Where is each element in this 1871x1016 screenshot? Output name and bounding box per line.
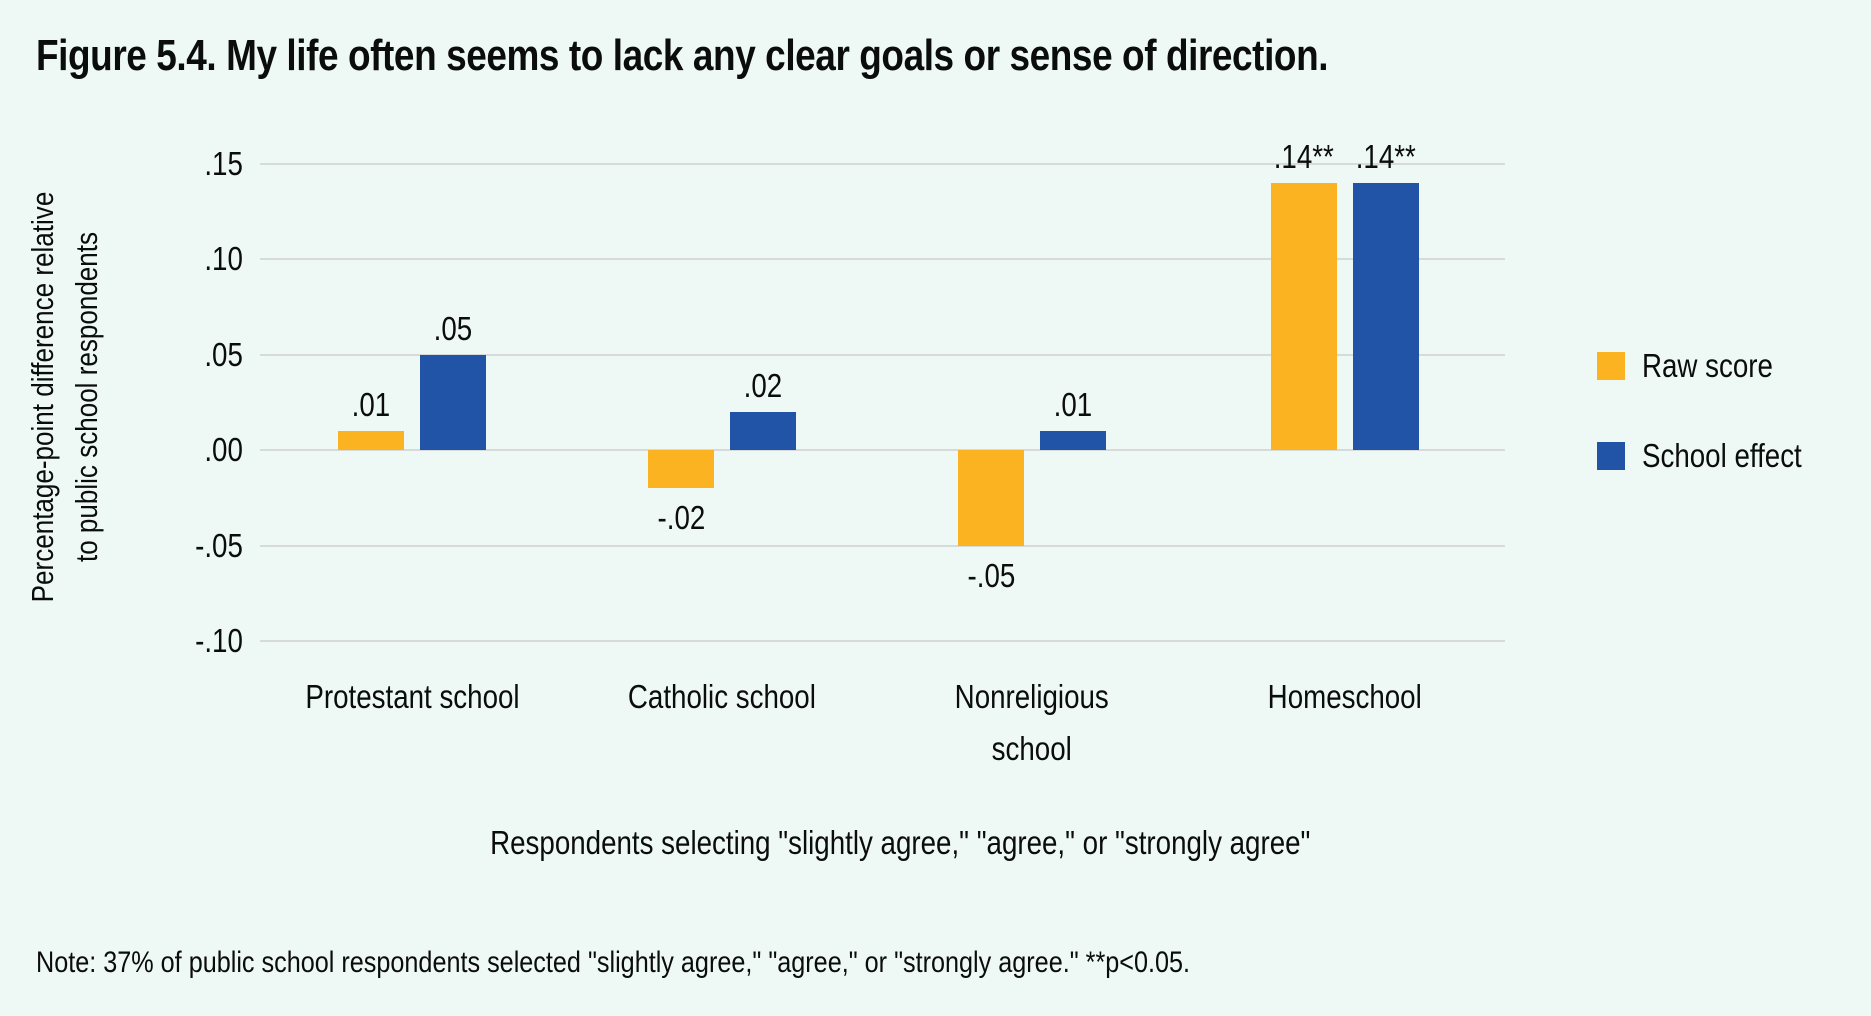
value-label-school-effect-3: .01 <box>993 385 1153 425</box>
y-tick--.05: -.05 <box>63 526 243 566</box>
gridline--.10 <box>260 640 1505 642</box>
y-tick-label: .10 <box>204 240 243 277</box>
legend-swatch-raw-score <box>1597 352 1625 380</box>
value-label-raw-score-2-text: -.02 <box>657 499 705 537</box>
bar-raw-score-3 <box>958 450 1024 546</box>
value-label-school-effect-1-text: .05 <box>433 309 473 347</box>
y-axis-label-line1: Percentage-point difference relative <box>25 191 60 603</box>
y-tick-.15: .15 <box>63 144 243 184</box>
x-axis-caption: Respondents selecting "slightly agree," … <box>489 824 1311 861</box>
legend-swatch-school-effect <box>1597 442 1625 470</box>
x-category-3-text: Nonreligious school <box>954 678 1110 767</box>
value-label-school-effect-2: .02 <box>683 366 843 406</box>
chart-title: Figure 5.4. My life often seems to lack … <box>36 31 1329 80</box>
value-label-raw-score-2: -.02 <box>601 498 761 538</box>
gridline-.00 <box>260 449 1505 451</box>
value-label-school-effect-4-text: .14** <box>1355 137 1417 175</box>
bar-school-effect-1 <box>420 354 486 450</box>
bar-school-effect-2 <box>730 411 796 450</box>
gridline-.05 <box>260 353 1505 356</box>
value-label-raw-score-1-text: .01 <box>351 385 391 423</box>
value-label-raw-score-4-text: .14** <box>1273 137 1335 175</box>
y-tick-label: .00 <box>204 431 243 468</box>
bar-raw-score-2 <box>648 450 714 489</box>
x-category-3: Nonreligious school <box>882 671 1182 775</box>
note-text: Note: 37% of public school respondents s… <box>36 946 1191 979</box>
value-label-school-effect-4: .14** <box>1306 137 1466 177</box>
x-category-1-text: Protestant school <box>304 678 520 715</box>
x-category-2-text: Catholic school <box>628 678 816 715</box>
x-category-2: Catholic school <box>572 671 872 723</box>
legend-label-raw-score: Raw score <box>1642 347 1773 384</box>
bar-school-effect-3 <box>1040 430 1106 450</box>
x-category-4: Homeschool <box>1195 671 1495 723</box>
y-tick-label: .05 <box>204 335 243 373</box>
y-tick-label: -.10 <box>195 622 243 659</box>
bar-school-effect-4 <box>1353 182 1419 450</box>
value-label-raw-score-3-text: -.05 <box>967 556 1015 594</box>
bar-raw-score-1 <box>338 430 404 450</box>
y-tick--.10: -.10 <box>63 621 243 661</box>
value-label-raw-score-1: .01 <box>291 385 451 425</box>
y-tick-.10: .10 <box>63 239 243 279</box>
y-tick-.05: .05 <box>63 335 243 375</box>
legend-label-school-effect: School effect <box>1642 437 1802 474</box>
gridline--.05 <box>260 544 1505 547</box>
gridline-.10 <box>260 258 1505 260</box>
gridline-.15 <box>260 162 1505 165</box>
value-label-school-effect-3-text: .01 <box>1053 385 1093 423</box>
x-category-1: Protestant school <box>262 671 562 723</box>
value-label-raw-score-4: .14** <box>1224 137 1384 177</box>
y-tick-label: .15 <box>204 144 243 182</box>
y-tick-label: -.05 <box>195 526 243 564</box>
value-label-school-effect-1: .05 <box>373 309 533 349</box>
value-label-school-effect-2-text: .02 <box>743 366 783 404</box>
x-category-4-text: Homeschool <box>1267 678 1423 715</box>
bar-raw-score-4 <box>1271 182 1337 450</box>
y-tick-.00: .00 <box>63 430 243 470</box>
value-label-raw-score-3: -.05 <box>911 556 1071 596</box>
